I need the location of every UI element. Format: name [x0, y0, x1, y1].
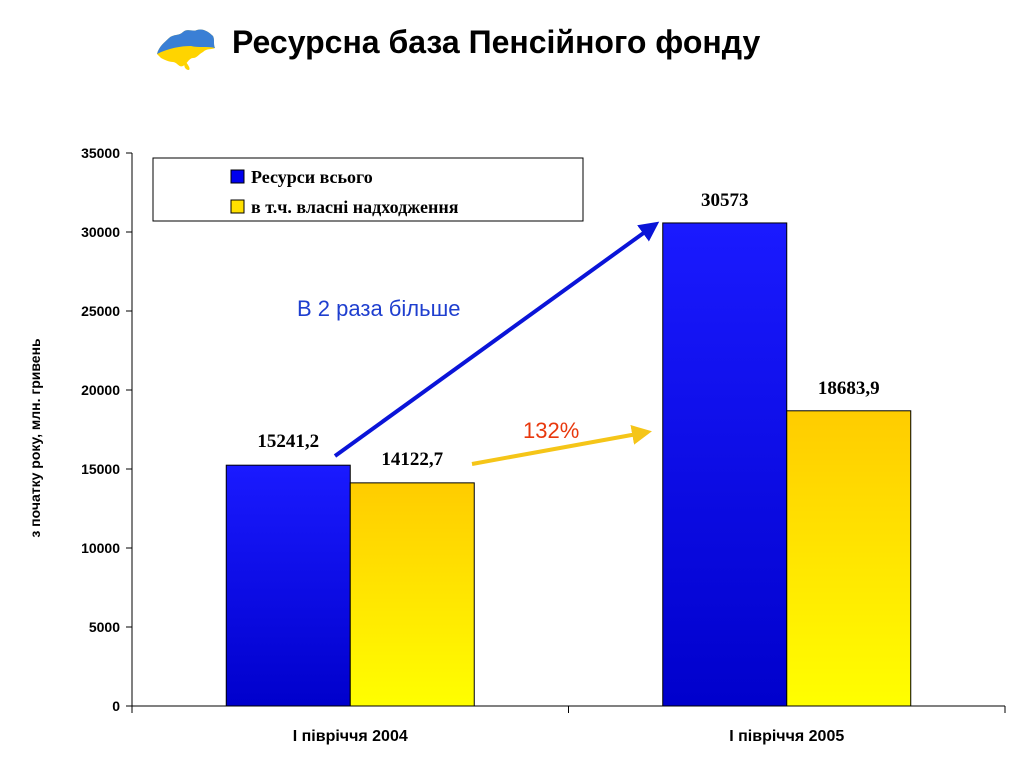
- data-label: 18683,9: [818, 378, 880, 399]
- y-axis-label: з початку року, млн. гривень: [27, 338, 43, 538]
- x-category-label: І півріччя 2005: [729, 728, 844, 745]
- growth-arrow-own: [471, 425, 652, 466]
- data-label: 14122,7: [381, 449, 443, 470]
- ukraine-map-icon: [157, 29, 215, 70]
- annotation-double: В 2 раза більше: [297, 296, 460, 321]
- x-axis: І півріччя 2004 І півріччя 2005: [131, 705, 1006, 745]
- data-labels: 15241,2 14122,7 30573 18683,9: [257, 190, 879, 470]
- legend-label-total: Ресурси всього: [251, 167, 373, 187]
- data-label: 30573: [701, 190, 749, 211]
- bar-total-resources: [662, 222, 788, 707]
- legend-label-own: в т.ч. власні надходження: [251, 197, 459, 217]
- y-tick-label: 25000: [81, 303, 120, 319]
- bar-own-revenue: [786, 410, 912, 707]
- bars: [225, 222, 912, 707]
- data-label: 15241,2: [257, 431, 319, 452]
- y-tick-label: 5000: [89, 619, 120, 635]
- legend-swatch-total: [230, 169, 245, 184]
- x-category-label: І півріччя 2004: [293, 728, 408, 745]
- y-tick-label: 35000: [81, 145, 120, 161]
- annotation-percent: 132%: [523, 418, 579, 443]
- legend-box: [152, 157, 584, 222]
- header: Ресурсна база Пенсійного фонду: [0, 0, 1024, 100]
- y-tick-label: 0: [112, 698, 120, 714]
- y-tick-label: 15000: [81, 461, 120, 477]
- y-tick-label: 10000: [81, 540, 120, 556]
- legend-swatch-own: [230, 199, 245, 214]
- y-axis: 0 5000 10000 15000 20000 25000 30000 35000: [81, 145, 133, 714]
- y-tick-label: 20000: [81, 382, 120, 398]
- legend: Ресурси всього в т.ч. власні надходження: [152, 157, 584, 222]
- y-tick-label: 30000: [81, 224, 120, 240]
- page-title: Ресурсна база Пенсійного фонду: [232, 24, 761, 60]
- growth-arrow-total: [333, 221, 660, 458]
- bar-total-resources: [225, 464, 351, 707]
- bar-own-revenue: [349, 482, 475, 707]
